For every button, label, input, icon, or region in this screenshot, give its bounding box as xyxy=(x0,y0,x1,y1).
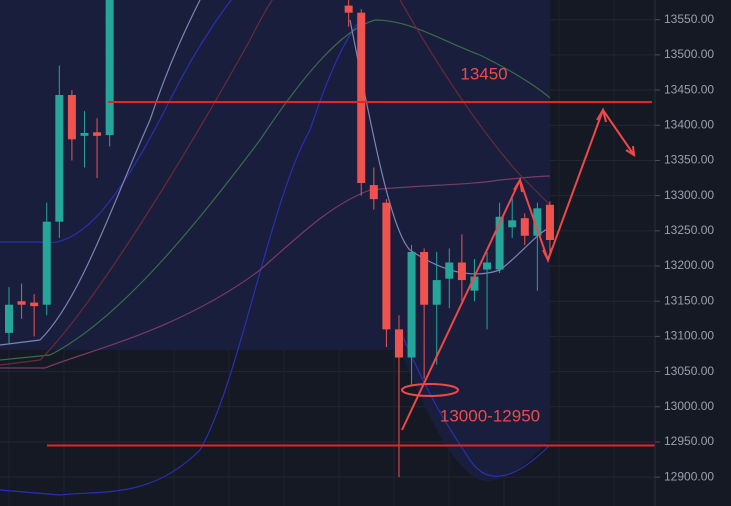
levels xyxy=(47,101,655,447)
candle-body xyxy=(344,5,353,13)
y-tick-label: 13100.00 xyxy=(664,329,714,343)
candle-body xyxy=(508,220,517,228)
ma-long xyxy=(0,175,551,369)
candle-body xyxy=(42,221,51,305)
candle-body xyxy=(394,329,403,358)
candle-body xyxy=(432,280,441,305)
band-lower-2 xyxy=(399,329,551,477)
candle-body xyxy=(470,276,479,291)
candle-body xyxy=(382,202,391,330)
candle-body xyxy=(483,262,492,270)
candle-body xyxy=(445,262,454,279)
candle-body xyxy=(420,251,429,305)
ma-fast xyxy=(0,0,201,346)
candles xyxy=(5,0,554,478)
candle-body xyxy=(17,301,26,305)
annotation: 13450 xyxy=(460,64,507,83)
y-tick-label: 12900.00 xyxy=(664,469,714,483)
candle-body xyxy=(5,304,13,333)
candle-body xyxy=(67,95,76,140)
y-tick-label: 13200.00 xyxy=(664,258,714,272)
band-lower xyxy=(0,19,361,496)
arrows xyxy=(401,107,636,431)
ma-slow xyxy=(0,19,551,361)
candle-body xyxy=(533,208,542,236)
y-tick-label: 13350.00 xyxy=(664,153,714,167)
candle-body xyxy=(520,218,529,236)
candle-body xyxy=(495,216,504,270)
candle-body xyxy=(369,185,378,200)
candle-body xyxy=(357,12,366,183)
y-tick-label: 13400.00 xyxy=(664,117,714,131)
y-tick-label: 13500.00 xyxy=(664,47,714,61)
candle-body xyxy=(407,251,416,358)
candle-body xyxy=(80,133,89,136)
candle-body xyxy=(457,262,466,281)
y-tick-label: 13150.00 xyxy=(664,293,714,307)
ma-mid xyxy=(0,0,274,366)
ma-mid-2 xyxy=(399,0,551,206)
y-tick-label: 13050.00 xyxy=(664,364,714,378)
annotation: 13000-12950 xyxy=(440,406,540,425)
y-tick-label: 13450.00 xyxy=(664,82,714,96)
arrow-heads xyxy=(513,107,636,263)
band-fill xyxy=(0,0,550,481)
candle-body xyxy=(105,0,114,136)
support-ellipse xyxy=(401,383,459,397)
y-tick-label: 13300.00 xyxy=(664,188,714,202)
y-tick-label: 12950.00 xyxy=(664,434,714,448)
candle-body xyxy=(55,95,64,222)
band-upper xyxy=(0,0,233,244)
indicator-lines xyxy=(0,0,551,496)
y-tick-label: 13000.00 xyxy=(664,399,714,413)
y-tick-label: 13250.00 xyxy=(664,223,714,237)
candle-body xyxy=(93,132,102,136)
candle-body xyxy=(545,204,554,240)
y-tick-label: 13550.00 xyxy=(664,12,714,26)
candle-body xyxy=(30,302,39,307)
y-axis: 13550.00 13500.00 13450.00 13400.00 13350.00… xyxy=(655,12,714,483)
